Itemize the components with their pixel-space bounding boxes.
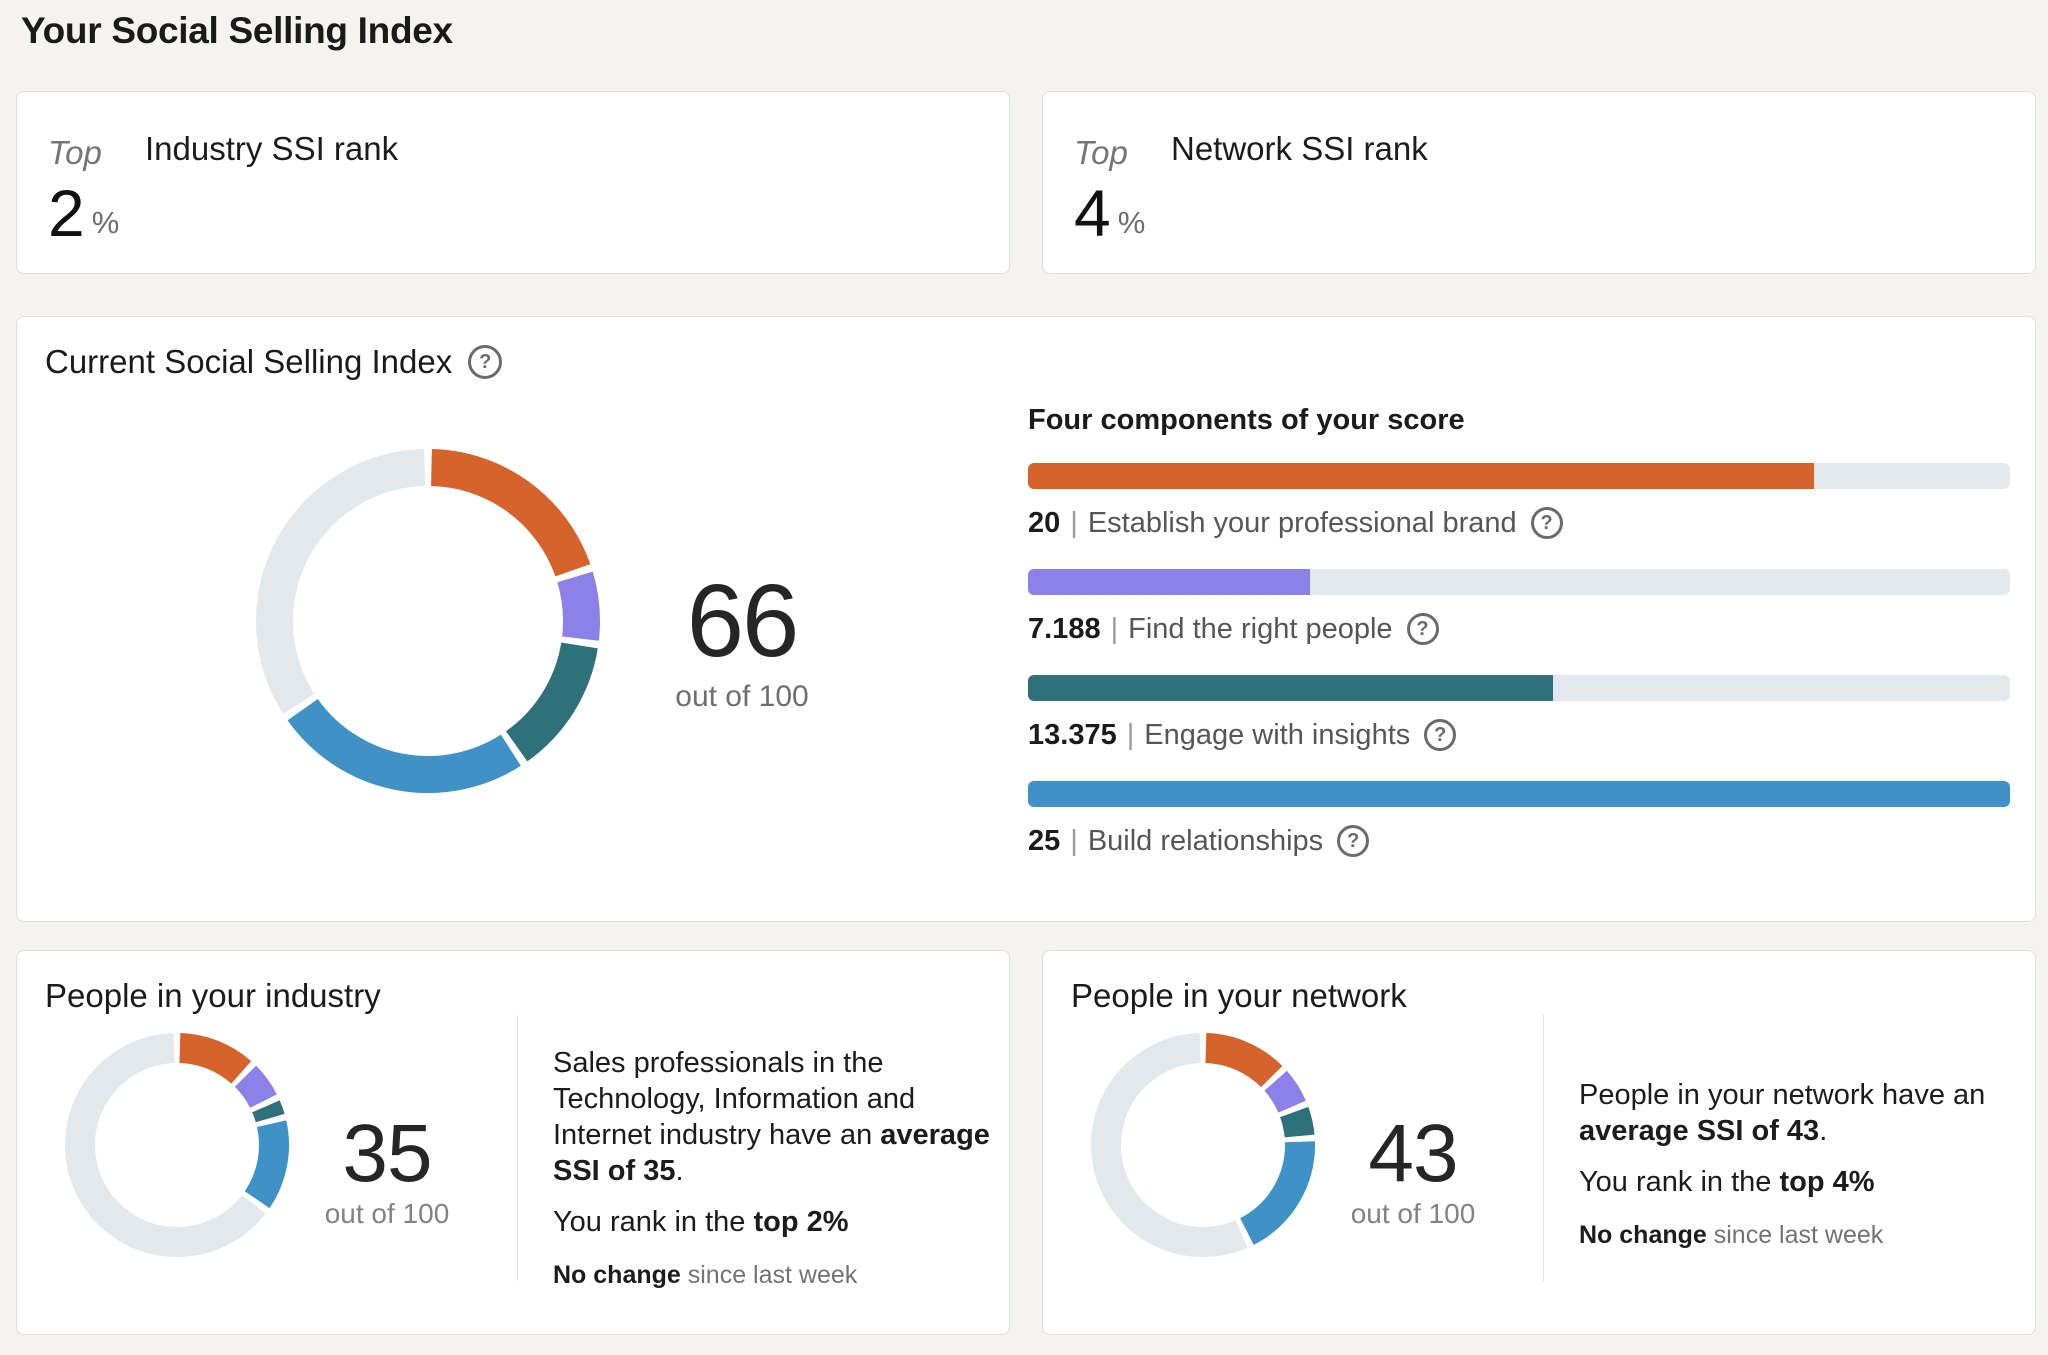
vertical-divider — [517, 1015, 518, 1281]
score-block: 66 out of 100 — [632, 569, 852, 714]
industry-description: Sales professionals in the Technology, I… — [553, 1047, 990, 1187]
vertical-divider — [1543, 1015, 1544, 1281]
component-bar-track — [1028, 675, 2010, 701]
card-title-row: People in your industry — [45, 977, 381, 1015]
card-title-row: Current Social Selling Index ? — [45, 343, 503, 381]
component-label: Find the right people — [1128, 613, 1393, 645]
component-label: Engage with insights — [1144, 719, 1411, 751]
help-icon[interactable]: ? — [1406, 613, 1439, 645]
score-caption: out of 100 — [675, 680, 809, 713]
component-row: 25 | Build relationships ? — [1028, 781, 2010, 858]
card-title: Current Social Selling Index — [45, 343, 453, 380]
page-title: Your Social Selling Index — [21, 10, 453, 51]
components-heading: Four components of your score — [1028, 404, 1465, 436]
current-ssi-donut-chart — [256, 449, 600, 793]
component-bar-fill — [1028, 675, 1554, 701]
component-bar-fill — [1028, 569, 1311, 595]
component-label-row: 7.188 | Find the right people ? — [1028, 612, 2010, 646]
component-bar-track — [1028, 781, 2010, 807]
help-icon[interactable]: ? — [1530, 507, 1563, 539]
card-title: People in your industry — [45, 977, 381, 1014]
score-value: 43 — [1368, 1108, 1458, 1199]
rank-unit: % — [1117, 205, 1146, 240]
rank-value-row: 4 % — [1074, 180, 1145, 246]
score-caption: out of 100 — [324, 1198, 450, 1229]
component-separator: | — [1126, 719, 1135, 751]
network-description: People in your network have an average S… — [1579, 1079, 1986, 1147]
current-ssi-card: Current Social Selling Index ? 66 out of… — [16, 316, 2036, 922]
industry-rank-card: Top Industry SSI rank 2 % — [16, 91, 1010, 274]
component-separator: | — [1070, 507, 1078, 539]
component-label-row: 20 | Establish your professional brand ? — [1028, 506, 2010, 540]
component-value: 13.375 — [1028, 719, 1117, 751]
component-bar-fill — [1028, 463, 1814, 489]
industry-average-donut-chart — [65, 1033, 289, 1257]
score-value: 66 — [686, 563, 800, 678]
component-label: Establish your professional brand — [1087, 507, 1517, 539]
network-average-card: People in your network 43 out of 100 Peo… — [1042, 950, 2036, 1335]
component-row: 13.375 | Engage with insights ? — [1028, 675, 2010, 752]
component-bar-track — [1028, 463, 2010, 489]
network-description-block: People in your network have an average S… — [1579, 1077, 2027, 1253]
rank-label: Network SSI rank — [1171, 130, 1428, 167]
card-title-row: People in your network — [1071, 977, 1407, 1015]
network-rank-card: Top Network SSI rank 4 % — [1042, 91, 2036, 274]
component-value: 7.188 — [1028, 613, 1101, 645]
component-separator: | — [1070, 825, 1078, 857]
rank-value-row: 2 % — [48, 180, 119, 246]
score-caption: out of 100 — [1350, 1198, 1476, 1229]
component-value: 25 — [1028, 825, 1061, 857]
industry-rank-line: You rank in the top 2% — [553, 1206, 849, 1238]
card-title: People in your network — [1071, 977, 1407, 1014]
help-icon[interactable]: ? — [1337, 825, 1370, 857]
component-label-row: 25 | Build relationships ? — [1028, 824, 2010, 858]
component-label: Build relationships — [1087, 825, 1324, 857]
component-label-row: 13.375 | Engage with insights ? — [1028, 718, 2010, 752]
rank-label: Industry SSI rank — [145, 130, 399, 167]
component-bar-fill — [1028, 781, 2010, 807]
score-components: Four components of your score 20 | Estab… — [1028, 403, 2010, 887]
score-block: 35 out of 100 — [287, 1113, 487, 1230]
help-icon[interactable]: ? — [468, 345, 503, 379]
score-value: 35 — [342, 1108, 432, 1199]
component-row: 20 | Establish your professional brand ? — [1028, 463, 2010, 540]
component-bar-track — [1028, 569, 2010, 595]
component-row: 7.188 | Find the right people ? — [1028, 569, 2010, 646]
score-block: 43 out of 100 — [1313, 1113, 1513, 1230]
industry-description-block: Sales professionals in the Technology, I… — [553, 1045, 1001, 1293]
network-average-donut-chart — [1091, 1033, 1315, 1257]
rank-value: 2 — [48, 176, 85, 250]
rank-prefix: Top — [48, 134, 102, 171]
help-icon[interactable]: ? — [1424, 719, 1457, 751]
rank-unit: % — [91, 205, 120, 240]
network-change-line: No change since last week — [1579, 1221, 1884, 1249]
rank-value: 4 — [1074, 176, 1111, 250]
industry-average-card: People in your industry 35 out of 100 Sa… — [16, 950, 1010, 1335]
component-separator: | — [1110, 613, 1119, 645]
network-rank-line: You rank in the top 4% — [1579, 1166, 1875, 1198]
rank-prefix: Top — [1074, 134, 1128, 171]
industry-change-line: No change since last week — [553, 1261, 858, 1289]
component-value: 20 — [1028, 507, 1061, 539]
